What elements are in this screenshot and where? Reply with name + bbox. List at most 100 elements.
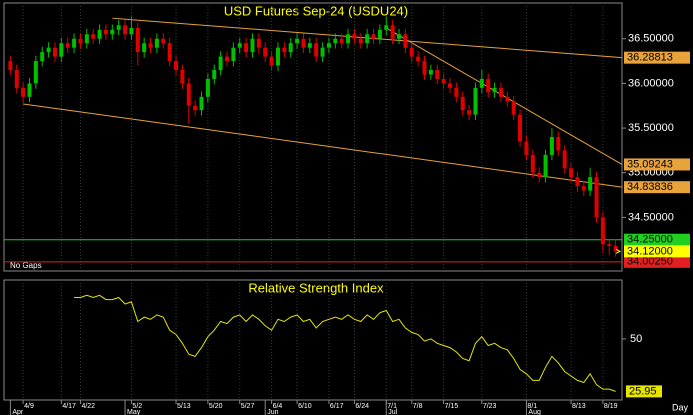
candle-body (562, 150, 567, 169)
candle-body (46, 47, 51, 53)
candle-body (33, 61, 38, 84)
candle-body (486, 78, 491, 93)
candle-body (167, 43, 172, 62)
candle-body (14, 70, 19, 88)
candle-body (288, 43, 293, 53)
x-tick-label: 6/17 (330, 403, 344, 410)
candle-body (358, 38, 363, 44)
candle-body (594, 177, 599, 218)
price-label-box (624, 158, 690, 171)
price-label: 34.83836 (627, 181, 673, 193)
note: No Gaps (10, 261, 42, 270)
candle-body (422, 61, 427, 75)
candle-body (569, 168, 574, 178)
candle-body (8, 61, 13, 70)
rsi-panel (3, 279, 623, 401)
x-tick-label: 8/13 (572, 403, 586, 410)
candle-body (409, 47, 414, 57)
price-label-box (624, 51, 690, 64)
price-label-box (624, 245, 690, 258)
y-tick-label: 35.50000 (628, 122, 674, 134)
x-tick-label: 8/19 (604, 403, 618, 410)
candle-body (40, 52, 45, 62)
candle-body (103, 29, 108, 35)
candle-body (518, 114, 523, 142)
candle-body (110, 29, 115, 35)
candle-body (78, 38, 83, 44)
price-label-box (624, 233, 690, 246)
candle-body (428, 70, 433, 75)
candle-body (154, 38, 159, 48)
x-tick-label: 5/2 (132, 403, 142, 410)
candle-body (600, 217, 605, 245)
candle-body (613, 245, 618, 252)
trendline (386, 27, 623, 165)
candle-body (275, 47, 280, 66)
candle-body (346, 34, 351, 44)
candle-body (282, 47, 287, 53)
x-tick-label: 6/10 (298, 403, 312, 410)
candle-body (212, 70, 217, 79)
y-tick-label: 34.50000 (628, 211, 674, 223)
candle-body (498, 87, 503, 97)
candle-body (244, 43, 249, 53)
candle-body (403, 34, 408, 48)
candle-body (148, 43, 153, 48)
candle-body (397, 34, 402, 39)
candle-body (91, 34, 96, 39)
candle-body (326, 43, 331, 48)
candle-body (205, 78, 210, 97)
candle-body (72, 38, 77, 48)
price-panel (3, 2, 623, 272)
price-label: 34.12000 (627, 245, 673, 257)
value-label: 25.95 (629, 385, 657, 397)
candle-body (377, 29, 382, 39)
candle-body (231, 47, 236, 62)
price-label-box (624, 181, 690, 194)
candle-body (473, 87, 478, 115)
candle-body (339, 38, 344, 44)
candle-body (250, 38, 255, 53)
candle-body (295, 38, 300, 44)
candle-body (511, 101, 516, 115)
candle-body (333, 38, 338, 44)
candle-body (537, 172, 542, 178)
candle-body (186, 83, 191, 106)
candle-body (530, 154, 535, 173)
x-tick-label: 8/1 (527, 403, 537, 410)
month-label: Aug (528, 409, 541, 415)
x-axis-label: Day (672, 402, 689, 412)
candle-body (301, 38, 306, 48)
price-label-box (624, 255, 690, 268)
month-label: Jun (267, 409, 278, 415)
candle-body (269, 56, 274, 66)
candle-body (467, 110, 472, 115)
month-label: Apr (12, 409, 24, 415)
candle-body (142, 43, 147, 53)
candle-body (479, 78, 484, 88)
x-tick-label: 4/22 (81, 403, 95, 410)
candle-body (588, 177, 593, 191)
candle-body (116, 25, 121, 30)
candle-body (193, 105, 198, 111)
candle-body (320, 47, 325, 57)
price-label: 36.28813 (627, 52, 673, 64)
candle-body (218, 56, 223, 70)
candle-body (390, 25, 395, 39)
candle-body (543, 154, 548, 178)
x-tick-label: 4/9 (24, 403, 34, 410)
x-tick-label: 4/17 (62, 403, 76, 410)
x-tick-label: 6/24 (355, 403, 369, 410)
price-label: 34.25000 (627, 234, 673, 246)
x-tick-label: 6/4 (273, 403, 283, 410)
rsi-line (74, 294, 616, 392)
y-tick-label: 36.50000 (628, 33, 674, 45)
candle-body (237, 43, 242, 48)
candle-body (307, 43, 312, 48)
candle-body (263, 47, 268, 57)
candle-body (65, 43, 70, 48)
candle-body (199, 96, 204, 111)
candle-body (365, 34, 370, 44)
candle-body (52, 47, 57, 57)
